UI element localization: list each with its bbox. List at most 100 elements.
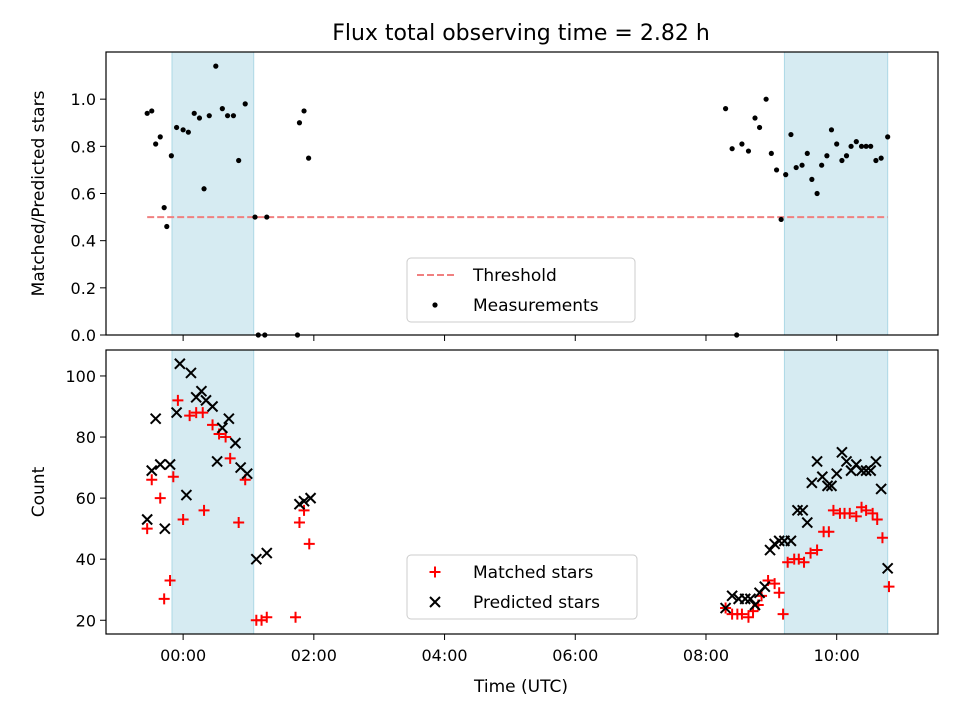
data-point — [233, 517, 245, 529]
data-point — [261, 611, 273, 623]
data-point — [827, 504, 839, 516]
x-axis-label: Time (UTC) — [473, 677, 568, 697]
data-point — [154, 492, 166, 504]
data-point — [180, 489, 193, 501]
data-point — [250, 553, 263, 565]
data-point — [742, 611, 754, 623]
legend-swatch — [429, 566, 441, 578]
data-point — [855, 464, 868, 477]
data-point — [805, 547, 817, 559]
y-tick-label: 0.4 — [71, 232, 96, 251]
data-point — [785, 535, 797, 547]
data-point — [752, 115, 758, 121]
data-point — [185, 367, 197, 379]
data-point — [301, 108, 307, 114]
data-point — [722, 106, 729, 112]
legend-box — [406, 554, 638, 620]
data-point — [158, 593, 170, 605]
data-point — [739, 593, 751, 605]
data-point — [798, 556, 810, 568]
data-point — [769, 578, 781, 590]
data-point — [793, 164, 799, 171]
data-point — [149, 108, 155, 114]
x-tick-label: 02:00 — [291, 646, 337, 665]
data-point — [172, 394, 184, 406]
data-point — [797, 504, 809, 517]
legend-label: Measurements — [473, 296, 599, 316]
data-point — [230, 113, 237, 119]
data-point — [823, 526, 835, 538]
data-point — [801, 516, 813, 529]
data-point — [878, 155, 884, 161]
data-point — [195, 385, 208, 397]
data-point — [875, 483, 887, 495]
data-point — [763, 96, 769, 102]
data-point — [804, 150, 810, 157]
data-point — [860, 464, 872, 477]
data-point — [224, 113, 231, 119]
data-point — [871, 513, 883, 525]
y-tick-label: 0.0 — [71, 326, 96, 345]
data-point — [863, 143, 869, 149]
data-point — [164, 458, 176, 471]
plot-frame — [105, 349, 939, 635]
data-point — [825, 480, 838, 492]
y-tick-label: 80 — [76, 428, 96, 447]
data-point — [736, 608, 748, 620]
x-tick-label: 00:00 — [160, 646, 206, 665]
y-tick-label: 60 — [76, 489, 96, 508]
data-point — [726, 590, 738, 602]
data-point — [184, 410, 196, 422]
data-point — [196, 115, 203, 121]
data-point — [211, 455, 223, 468]
data-point — [768, 150, 774, 157]
data-point — [216, 422, 229, 434]
data-point — [782, 556, 794, 568]
data-point — [173, 124, 180, 131]
data-point — [168, 153, 174, 159]
data-point — [799, 162, 805, 168]
data-point — [778, 216, 784, 223]
data-point — [149, 413, 162, 425]
data-point — [853, 139, 859, 145]
data-point — [870, 455, 882, 468]
data-point — [873, 157, 879, 164]
data-point — [828, 127, 835, 133]
panel-top: 0.0 0.2 0.4 0.6 0.8 1.0 Matched/Predicted star… — [29, 51, 939, 345]
data-point — [207, 419, 219, 431]
data-point — [224, 452, 236, 464]
data-point — [719, 602, 732, 614]
data-point — [744, 593, 757, 605]
data-point — [298, 495, 310, 507]
data-point — [252, 214, 258, 220]
panel-bottom: 20 40 60 80 100 00:00 02:00 04:00 06:00 08:00 10:0… — [29, 349, 939, 665]
data-point — [161, 205, 167, 211]
data-point — [242, 101, 248, 107]
data-point — [821, 480, 834, 492]
y-tick-label: 40 — [76, 550, 96, 569]
data-point — [206, 400, 219, 413]
x-tick-label: 04:00 — [421, 646, 467, 665]
data-point — [261, 547, 273, 559]
legend-label: Matched stars — [473, 563, 593, 583]
data-point — [809, 176, 815, 182]
data-point — [154, 458, 166, 471]
data-point — [290, 611, 302, 623]
data-point — [839, 157, 845, 164]
data-point — [159, 522, 171, 535]
data-point — [157, 134, 163, 140]
data-point — [840, 455, 853, 468]
data-point — [229, 437, 242, 449]
data-point — [146, 464, 158, 477]
data-point — [883, 581, 895, 593]
legend-swatch — [429, 596, 441, 608]
data-point — [729, 146, 735, 152]
data-point — [304, 492, 317, 504]
x-tick-label: 06:00 — [552, 646, 598, 665]
data-point — [739, 141, 745, 147]
data-point — [293, 517, 305, 529]
data-point — [749, 599, 761, 611]
data-point — [144, 110, 150, 116]
data-point — [811, 455, 823, 468]
data-point — [868, 143, 874, 149]
